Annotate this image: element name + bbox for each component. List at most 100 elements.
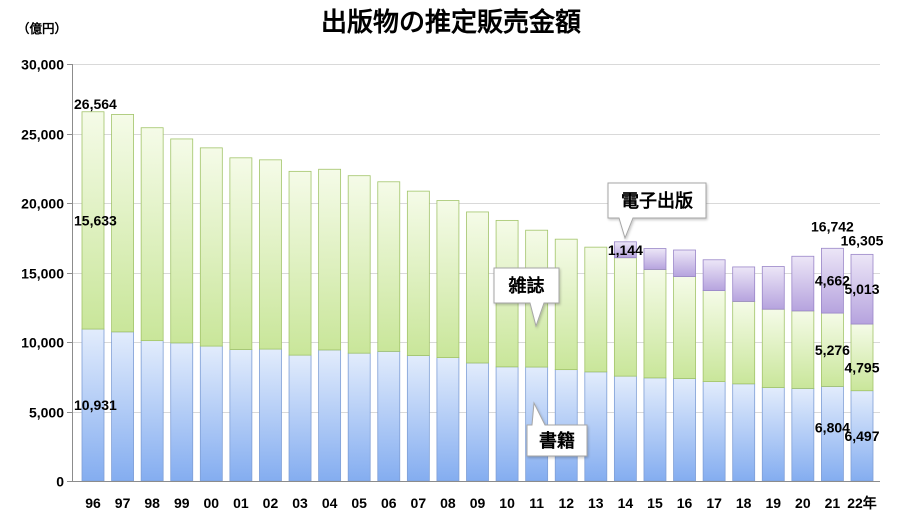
bar-books-06 (377, 350, 401, 482)
data-label-digital-14: 1,144 (608, 242, 643, 258)
callout-books-label: 書籍 (539, 430, 575, 451)
y-axis-ticks: 0 5,000 10,000 15,000 20,000 25,000 30,000 (21, 57, 72, 490)
x-tick-label: 11 (529, 495, 544, 511)
x-tick-label: 09 (470, 495, 486, 511)
bar-digital-18 (732, 266, 756, 302)
data-label-magazines-22: 4,795 (844, 359, 879, 375)
bar-books-15 (643, 377, 667, 482)
axes (72, 64, 880, 482)
bar-magazines-05 (347, 175, 371, 354)
bar-magazines-07 (406, 190, 430, 356)
bar-books-09 (466, 362, 489, 482)
bar-books-00 (199, 345, 223, 482)
bar-magazines-19 (761, 308, 785, 388)
bar-digital-22 (850, 253, 874, 325)
chart-title: 出版物の推定販売金額 (321, 7, 581, 37)
x-tick-label: 02 (263, 495, 279, 511)
x-tick-label: 18 (736, 495, 752, 511)
y-tick-label: 5,000 (29, 405, 64, 421)
bar-magazines-18 (732, 300, 756, 385)
bar-books-10 (495, 366, 519, 482)
bar-books-05 (347, 352, 371, 482)
x-tick-label: 01 (233, 495, 249, 511)
callout-magazines-box (493, 267, 560, 328)
x-tick-label: 07 (411, 495, 427, 511)
bar-digital-16 (673, 249, 696, 277)
bar-books-16 (673, 378, 696, 482)
x-tick-label: 13 (588, 495, 604, 511)
y-tick-label: 30,000 (21, 57, 64, 73)
bar-books-17 (702, 381, 726, 482)
bar-magazines-02 (259, 159, 282, 350)
callout-books: 書籍 (526, 401, 588, 457)
data-label-digital-22: 5,013 (844, 281, 879, 297)
bar-books-04 (318, 349, 342, 482)
bar-magazines-22 (850, 323, 874, 392)
x-tick-label: 21 (825, 495, 841, 511)
y-tick-label: 20,000 (21, 196, 64, 212)
callouts: 電子出版 雑誌 書籍 (493, 182, 707, 457)
bar-magazines-97 (111, 114, 134, 333)
callout-magazines: 雑誌 (493, 267, 560, 328)
x-tick-label: 03 (292, 495, 308, 511)
callout-books-box (526, 401, 588, 457)
data-label-magazines-96: 15,633 (74, 212, 117, 228)
y-tick-label: 10,000 (21, 335, 64, 351)
bar-magazines-06 (377, 181, 401, 352)
x-axis-ticks: 96 97 98 99 00 01 02 03 04 05 06 07 08 09 10 11 12 13 14 15… (85, 495, 877, 511)
bar-magazines-12 (554, 238, 578, 371)
x-tick-label: 10 (499, 495, 515, 511)
bar-books-20 (791, 388, 815, 482)
x-tick-label: 99 (174, 495, 190, 511)
bar-magazines-00 (199, 147, 223, 347)
x-tick-label: 97 (115, 495, 131, 511)
y-tick-label: 25,000 (21, 127, 64, 143)
bar-digital-19 (761, 266, 785, 310)
total-label-22: 16,305 (841, 232, 884, 248)
bar-digital-15 (643, 248, 667, 270)
x-tick-label: 14 (618, 495, 634, 511)
bar-books-14 (613, 375, 637, 482)
bars (81, 111, 874, 482)
bar-magazines-09 (466, 211, 489, 364)
y-tick-label: 0 (56, 474, 64, 490)
bar-digital-17 (702, 259, 726, 291)
bar-books-01 (229, 349, 253, 482)
callout-digital-box (607, 182, 707, 240)
bar-magazines-14 (613, 257, 637, 377)
bar-books-98 (140, 340, 164, 482)
x-tick-label: 08 (440, 495, 456, 511)
bar-magazines-96 (81, 111, 105, 330)
bar-magazines-03 (288, 170, 312, 356)
bar-magazines-20 (791, 310, 815, 389)
bar-magazines-08 (436, 200, 460, 358)
y-axis-unit-label: （億円） (17, 21, 67, 36)
x-tick-label: 06 (381, 495, 397, 511)
bar-magazines-04 (318, 168, 342, 351)
bar-books-13 (584, 371, 608, 482)
x-tick-label: 05 (351, 495, 367, 511)
data-label-books-96: 10,931 (74, 397, 117, 413)
bar-magazines-13 (584, 246, 608, 373)
bar-books-08 (436, 357, 460, 482)
x-tick-label: 00 (204, 495, 220, 511)
x-tick-label: 16 (677, 495, 693, 511)
y-tick-label: 15,000 (21, 266, 64, 282)
data-label-books-22: 6,497 (844, 428, 879, 444)
data-label-magazines-21: 5,276 (815, 342, 850, 358)
bar-books-18 (732, 383, 756, 482)
bar-books-02 (259, 348, 282, 482)
callout-digital-label: 電子出版 (621, 190, 693, 211)
bar-magazines-16 (673, 276, 696, 379)
x-tick-label: 98 (144, 495, 160, 511)
x-tick-label: 17 (706, 495, 722, 511)
x-tick-label: 22年 (847, 495, 877, 511)
x-tick-label: 20 (795, 495, 811, 511)
x-tick-label: 04 (322, 495, 338, 511)
bar-magazines-01 (229, 157, 253, 350)
data-label-digital-21: 4,662 (815, 273, 850, 289)
bar-books-07 (406, 355, 430, 482)
